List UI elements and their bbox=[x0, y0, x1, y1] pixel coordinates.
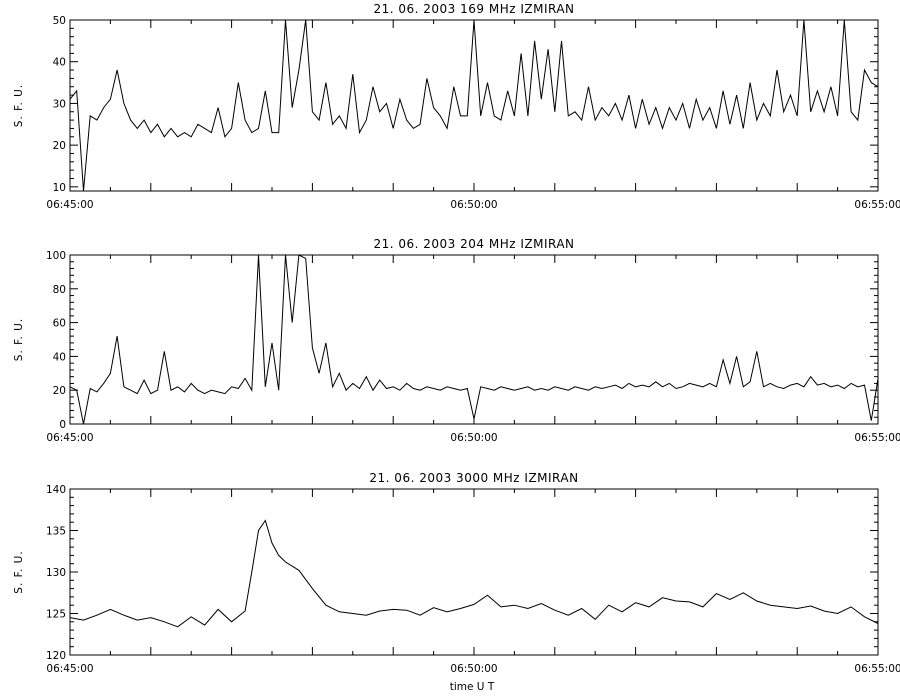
y-tick-label: 20 bbox=[53, 385, 66, 397]
y-tick-label: 10 bbox=[53, 182, 66, 194]
x-tick-label: 06:45:00 bbox=[46, 432, 93, 444]
chart-title: 21. 06. 2003 3000 MHz IZMIRAN bbox=[369, 471, 578, 485]
chart-204mhz: 21. 06. 2003 204 MHz IZMIRAN S. F. U. 0 20 4… bbox=[13, 237, 900, 444]
series-line bbox=[69, 19, 879, 192]
y-tick-label: 20 bbox=[53, 140, 66, 152]
chart-title: 21. 06. 2003 204 MHz IZMIRAN bbox=[373, 237, 574, 251]
y-tick-label: 40 bbox=[53, 351, 66, 363]
y-tick-label: 30 bbox=[53, 98, 66, 110]
y-axis-label: S. F. U. bbox=[13, 318, 25, 361]
y-tick-label: 60 bbox=[53, 318, 66, 330]
x-tick-label: 06:55:00 bbox=[854, 663, 900, 675]
y-tick-label: 50 bbox=[53, 15, 66, 27]
chart-169mhz: 21. 06. 2003 169 MHz IZMIRAN S. F. U. 10 20… bbox=[13, 2, 900, 211]
y-tick-label: 140 bbox=[46, 484, 66, 496]
plot-frame bbox=[69, 488, 879, 656]
x-tick-label: 06:55:00 bbox=[854, 432, 900, 444]
y-tick-label: 0 bbox=[59, 419, 66, 431]
chart-3000mhz: 21. 06. 2003 3000 MHz IZMIRAN S. F. U. 120… bbox=[13, 471, 900, 675]
plot-frame bbox=[69, 254, 879, 425]
x-tick-label: 06:50:00 bbox=[450, 199, 497, 211]
y-tick-label: 80 bbox=[53, 284, 66, 296]
y-tick-label: 130 bbox=[46, 567, 66, 579]
y-tick-label: 100 bbox=[46, 250, 66, 262]
series-line bbox=[69, 254, 879, 425]
y-axis-label: S. F. U. bbox=[13, 84, 25, 127]
y-tick-label: 135 bbox=[46, 526, 66, 538]
y-tick-label: 120 bbox=[46, 650, 66, 662]
x-tick-label: 06:50:00 bbox=[450, 663, 497, 675]
series-line bbox=[69, 519, 879, 628]
y-axis-label: S. F. U. bbox=[13, 550, 25, 593]
x-tick-label: 06:45:00 bbox=[46, 663, 93, 675]
chart-title: 21. 06. 2003 169 MHz IZMIRAN bbox=[373, 2, 574, 16]
y-tick-label: 125 bbox=[46, 609, 66, 621]
plot-frame bbox=[69, 19, 879, 192]
x-axis-label: time U T bbox=[450, 681, 495, 693]
x-tick-label: 06:45:00 bbox=[46, 199, 93, 211]
x-tick-label: 06:50:00 bbox=[450, 432, 497, 444]
y-tick-label: 40 bbox=[53, 57, 66, 69]
x-tick-label: 06:55:00 bbox=[854, 199, 900, 211]
